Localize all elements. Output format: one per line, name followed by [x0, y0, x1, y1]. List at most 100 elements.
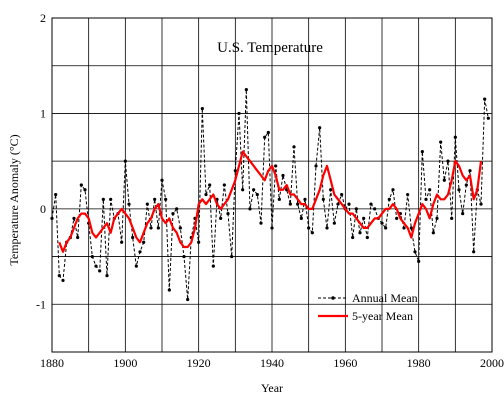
grid-lines [51, 17, 493, 353]
annual-mean-point [57, 274, 61, 278]
annual-mean-point [318, 126, 322, 130]
annual-mean-point [310, 231, 314, 235]
annual-mean-point [208, 183, 212, 187]
annual-mean-point [90, 254, 94, 259]
y-tick-label: 1 [40, 106, 46, 120]
annual-mean-point [332, 221, 336, 225]
annual-mean-point [160, 178, 164, 182]
annual-mean-point [391, 188, 395, 192]
annual-mean-point [175, 207, 179, 211]
annual-mean-point [365, 235, 369, 240]
annual-mean-point [281, 173, 285, 178]
annual-mean-point [241, 188, 245, 192]
annual-mean-point [244, 87, 248, 92]
annual-mean-point [369, 202, 373, 206]
annual-mean-point [233, 169, 237, 173]
annual-mean-point [230, 254, 234, 259]
annual-mean-point [127, 202, 131, 206]
annual-mean-point [450, 216, 454, 220]
annual-mean-point [200, 107, 204, 111]
annual-mean-point [237, 111, 241, 116]
annual-mean-point [472, 250, 476, 254]
annual-mean-point [464, 183, 468, 187]
y-tick-label: -1 [36, 297, 46, 311]
annual-mean-point [171, 212, 175, 216]
annual-mean-point [123, 159, 127, 163]
annual-mean-point [197, 240, 201, 244]
annual-mean-point [406, 192, 410, 197]
annual-mean-point [211, 264, 215, 268]
annual-mean-point [351, 235, 355, 240]
x-tick-label: 2000 [480, 356, 504, 370]
annual-mean-point [387, 197, 391, 201]
series-layer [50, 87, 490, 302]
annual-mean-point [461, 212, 465, 216]
y-axis-title: Temperature Anomaly (°C) [7, 134, 21, 265]
annual-mean-point [347, 202, 351, 206]
legend: Annual Mean 5-year Mean [318, 291, 418, 323]
annual-mean-point [431, 231, 435, 235]
annual-mean-point [442, 178, 446, 182]
x-tick-label: 1920 [187, 356, 211, 370]
annual-mean-point [101, 197, 105, 201]
y-tick-label: 0 [40, 202, 46, 216]
annual-mean-point [204, 192, 208, 197]
annual-mean-point [329, 188, 333, 192]
x-tick-label: 1900 [113, 356, 137, 370]
annual-mean-point [252, 188, 256, 192]
annual-mean-point [120, 240, 124, 244]
annual-mean-point [483, 97, 487, 101]
annual-mean-point [94, 264, 98, 268]
chart-title: U.S. Temperature [217, 40, 323, 56]
x-tick-label: 1880 [40, 356, 64, 370]
annual-mean-point [358, 231, 362, 235]
annual-mean-point [395, 216, 399, 220]
annual-mean-point [457, 188, 461, 192]
annual-mean-point [380, 221, 384, 225]
annual-mean-point [98, 269, 102, 273]
annual-mean-point [76, 235, 80, 240]
annual-mean-point [354, 207, 358, 211]
annual-mean-point [266, 130, 270, 135]
annual-mean-point [72, 216, 76, 220]
annual-mean-point [153, 197, 157, 201]
annual-mean-point [270, 226, 274, 230]
annual-mean-point [182, 254, 186, 259]
series-line-annual-mean [51, 89, 489, 300]
annual-mean-point [362, 216, 366, 220]
annual-mean-point [303, 197, 307, 201]
series-line-5-year-mean [58, 150, 483, 253]
annual-mean-point [336, 202, 340, 206]
annual-mean-point [105, 274, 109, 278]
annual-mean-point [263, 135, 267, 139]
annual-mean-point [83, 188, 87, 192]
annual-mean-point [109, 197, 113, 201]
annual-mean-point [219, 216, 223, 220]
x-tick-label: 1960 [333, 356, 357, 370]
annual-mean-point [424, 197, 428, 201]
plot-frame [51, 17, 493, 353]
annual-mean-point [255, 192, 259, 197]
annual-mean-point [435, 216, 439, 220]
annual-mean-point [453, 135, 457, 139]
annual-mean-point [409, 226, 413, 230]
annual-mean-point [259, 221, 263, 225]
annual-mean-point [138, 250, 142, 254]
annual-mean-point [446, 159, 450, 163]
x-tick-label: 1980 [407, 356, 431, 370]
legend-label-5-year-mean: 5-year Mean [352, 309, 413, 323]
y-tick-label: 2 [40, 11, 46, 25]
annual-mean-point [340, 192, 344, 197]
legend-item-5-year-mean: 5-year Mean [318, 309, 413, 323]
annual-mean-point [156, 226, 160, 230]
annual-mean-point [178, 226, 182, 230]
legend-item-annual-mean: Annual Mean [318, 291, 418, 305]
annual-mean-point [61, 278, 65, 283]
annual-mean-point [417, 259, 421, 263]
annual-mean-point [248, 207, 252, 211]
annual-mean-point [186, 297, 190, 302]
annual-mean-point [321, 197, 325, 201]
annual-mean-point [54, 192, 58, 197]
annual-mean-point [296, 202, 300, 206]
annual-mean-point [142, 240, 146, 244]
